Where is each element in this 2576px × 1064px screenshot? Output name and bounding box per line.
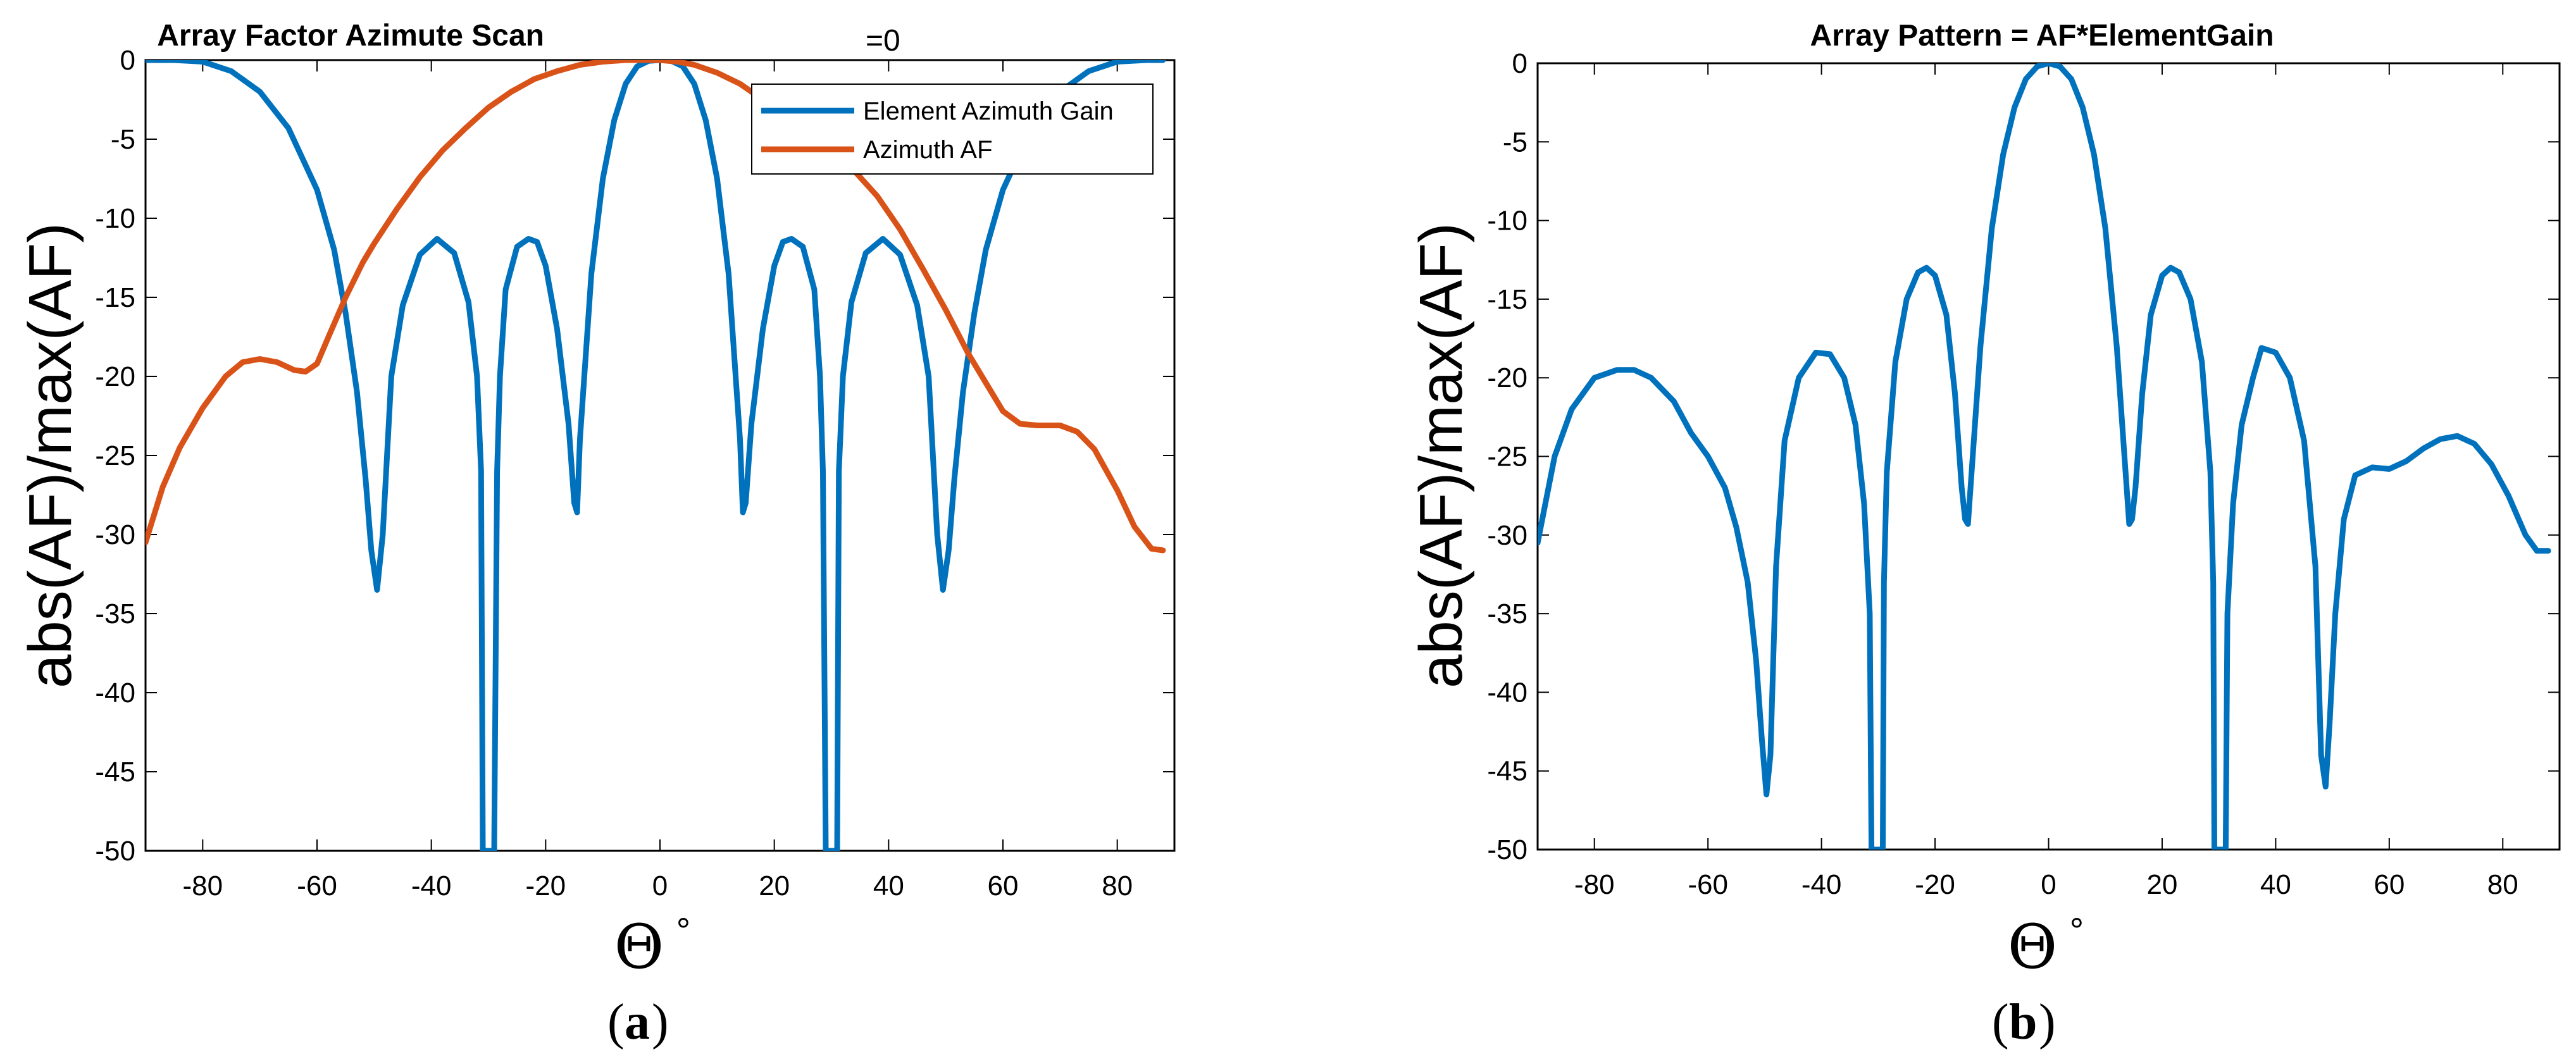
panel-a-y-tick-label: -40 [95, 677, 135, 708]
panel-b-y-tick-label: -40 [1487, 677, 1528, 708]
panel-a-caption-open: ( [607, 994, 625, 1050]
panel-b-title: Array Pattern = AF*ElementGain [1810, 19, 2274, 53]
panel-b-x-tick-label: 0 [2041, 869, 2056, 900]
panel-a-y-tick-label: -50 [95, 836, 135, 867]
panel-b-series [1538, 63, 2551, 850]
panel-a-title: Array Factor Azimute Scan [157, 19, 544, 53]
panel-a-y-tick-label: -35 [95, 598, 135, 629]
panel-a-y-tick-label: -5 [111, 124, 135, 155]
panel-b-caption-open: ( [1992, 994, 2009, 1050]
panel-a-x-tick-label: 80 [1102, 870, 1133, 901]
panel-a-y-tick-label: 0 [120, 45, 135, 76]
panel-b-plot-area [1536, 62, 2561, 851]
panel-a-caption-letter: a [625, 994, 650, 1050]
panel-b-y-tick-label: -25 [1487, 442, 1528, 473]
panel-a-caption-close: ) [652, 994, 669, 1050]
panel-b-caption-close: ) [2039, 994, 2056, 1050]
panel-b-x-tick-label: 40 [2260, 869, 2291, 900]
panel-b-x-tick-label: -60 [1688, 869, 1728, 900]
panel-b-x-tick-label: 60 [2374, 869, 2405, 900]
panel-b-y-tick-label: -45 [1487, 756, 1528, 787]
panel-b: Array Pattern = AF*ElementGain -80 -60 -40… [1407, 19, 2561, 1050]
panel-b-ticks: -80 -60 -40 -20 0 20 40 60 80 0 -5 -10 -15 -20 -25 -30 -… [1487, 48, 2560, 900]
panel-b-y-tick-label: 0 [1512, 48, 1528, 79]
panel-a: Array Factor Azimute Scan =0 -80 -60 -40 -2… [16, 19, 1176, 1050]
panel-b-x-tick-label: 80 [2487, 869, 2518, 900]
panel-b-x-tick-label: -40 [1801, 869, 1842, 900]
panel-b-x-tick-label: -20 [1915, 869, 1955, 900]
panel-b-x-tick-label: 20 [2146, 869, 2177, 900]
panel-a-caption: ( a ) [607, 994, 669, 1050]
panel-a-x-tick-label: 60 [988, 870, 1019, 901]
panel-b-caption-letter: b [2009, 994, 2038, 1050]
panel-b-x-tick-label: -80 [1574, 869, 1615, 900]
panel-a-plot-area [144, 59, 1176, 852]
panel-a-x-tick-label: 20 [759, 870, 790, 901]
panel-a-y-tick-label: -25 [95, 440, 135, 471]
panel-b-x-axis-degree: ° [2070, 910, 2084, 950]
panel-a-y-tick-label: -15 [95, 282, 135, 313]
panel-a-ticks: -80 -60 -40 -20 0 20 40 60 80 0 -5 -10 -15 -20 -25 -30 -… [95, 45, 1174, 901]
panel-a-title-suffix: =0 [866, 24, 900, 58]
panel-b-caption: ( b ) [1992, 994, 2056, 1050]
panel-a-y-axis-label: abs(AF)/max(AF) [16, 223, 84, 688]
panel-b-x-axis-label: Θ [2008, 912, 2058, 982]
panel-b-y-tick-label: -50 [1487, 834, 1528, 865]
panel-a-x-axis-label: Θ [614, 912, 664, 982]
panel-a-legend: Element Azimuth Gain Azimuth AF [751, 84, 1154, 175]
panel-a-y-tick-label: -30 [95, 519, 135, 550]
panel-a-series [146, 60, 1166, 851]
panel-a-series-line-1 [146, 60, 1166, 554]
panel-a-series-line-0 [146, 60, 1166, 851]
legend-label-azimuth-af: Azimuth AF [863, 136, 993, 164]
panel-b-y-tick-label: -15 [1487, 284, 1528, 315]
panel-b-y-tick-label: -30 [1487, 520, 1528, 551]
panel-b-y-tick-label: -20 [1487, 362, 1528, 393]
panel-b-y-tick-label: -10 [1487, 206, 1528, 237]
panel-a-y-tick-label: -45 [95, 757, 135, 788]
legend-label-element-gain: Element Azimuth Gain [863, 97, 1114, 125]
panel-a-x-tick-label: -60 [297, 870, 337, 901]
panel-b-series-line-0 [1538, 63, 2551, 850]
panel-a-x-tick-label: 0 [652, 870, 668, 901]
panel-a-y-tick-label: -10 [95, 203, 135, 234]
panel-a-x-tick-label: -40 [411, 870, 452, 901]
panel-a-x-tick-label: -80 [183, 870, 223, 901]
panel-b-y-axis-label: abs(AF)/max(AF) [1407, 223, 1475, 688]
panel-a-y-tick-label: -20 [95, 361, 135, 392]
panel-b-y-tick-label: -35 [1487, 598, 1528, 629]
panel-a-x-tick-label: -20 [526, 870, 566, 901]
panel-a-legend-box [751, 84, 1154, 175]
panel-a-x-axis-degree: ° [676, 910, 690, 950]
panel-a-x-tick-label: 40 [873, 870, 904, 901]
panel-b-y-tick-label: -5 [1503, 127, 1528, 158]
